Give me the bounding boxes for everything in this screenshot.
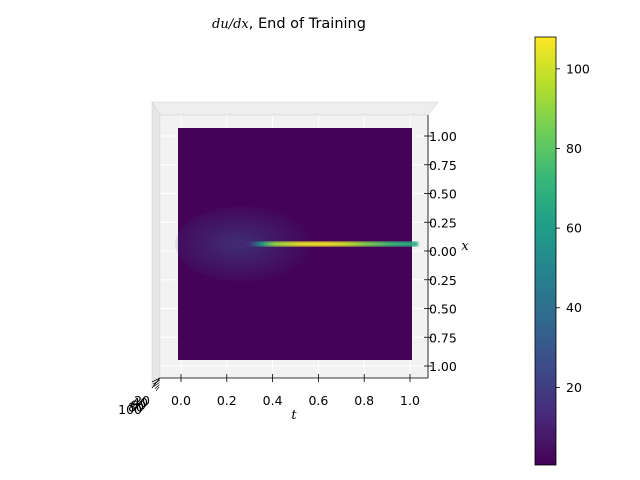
- t-axis-label: t: [291, 408, 297, 423]
- x-axis-tick-label: 0.25: [429, 215, 457, 230]
- colorbar-tick-label: 100: [566, 61, 590, 76]
- z-axis-tick: [154, 384, 160, 389]
- z-axis-tick: [152, 379, 160, 385]
- x-axis-vertical: 1.00 0.75 0.50 0.25 0.00 0.25 0.50 0.75 1.00: [424, 115, 457, 378]
- colorbar-gradient: [534, 36, 557, 466]
- x-axis-tick-label: 0.75: [429, 330, 457, 345]
- t-axis-tick-label: 0.6: [308, 393, 328, 408]
- x-axis-label: x: [461, 239, 469, 254]
- t-axis-tick-label: 0.8: [354, 393, 374, 408]
- t-axis-tick-label: 0.0: [171, 393, 191, 408]
- z-axis-tick: [151, 377, 161, 383]
- x-axis-tick-label: 0.75: [429, 158, 457, 173]
- x-axis-tick-label: 1.00: [429, 129, 457, 144]
- t-axis-tick-label: 1.0: [400, 393, 420, 408]
- colorbar: 20 40 60 80 100: [534, 36, 590, 466]
- heatmap-surface: [175, 128, 418, 360]
- t-axis-tick-label: 0.4: [263, 393, 283, 408]
- z-axis-tick: [153, 382, 160, 387]
- x-axis-tick-label: 0.25: [429, 273, 457, 288]
- x-axis-tick-label: 1.00: [429, 359, 457, 374]
- z-axis-line: [151, 377, 161, 389]
- z-axis-tick: [155, 386, 160, 392]
- x-axis-tick-label: 0.00: [429, 244, 457, 259]
- chart-title: du/dx, End of Training: [212, 16, 366, 32]
- colorbar-tick-label: 40: [566, 300, 582, 315]
- shock-band: [178, 241, 418, 247]
- z-axis-tick-label: 60: [130, 397, 146, 412]
- z-axis-tick-label: 100: [118, 402, 142, 417]
- colorbar-tick-label: 60: [566, 221, 582, 236]
- x-axis-tick-label: 0.50: [429, 187, 457, 202]
- colorbar-tick-label: 80: [566, 141, 582, 156]
- x-axis-tick-label: 0.50: [429, 302, 457, 317]
- z-axis-tick-label: 20: [134, 393, 150, 408]
- colorbar-tick-label: 20: [566, 380, 582, 395]
- t-axis: 0.0 0.2 0.4 0.6 0.8 1.0: [160, 374, 428, 408]
- z-axis-tick-label: 40: [132, 395, 148, 410]
- z-axis-tick-label: 80: [128, 400, 144, 415]
- t-axis-tick-label: 0.2: [217, 393, 237, 408]
